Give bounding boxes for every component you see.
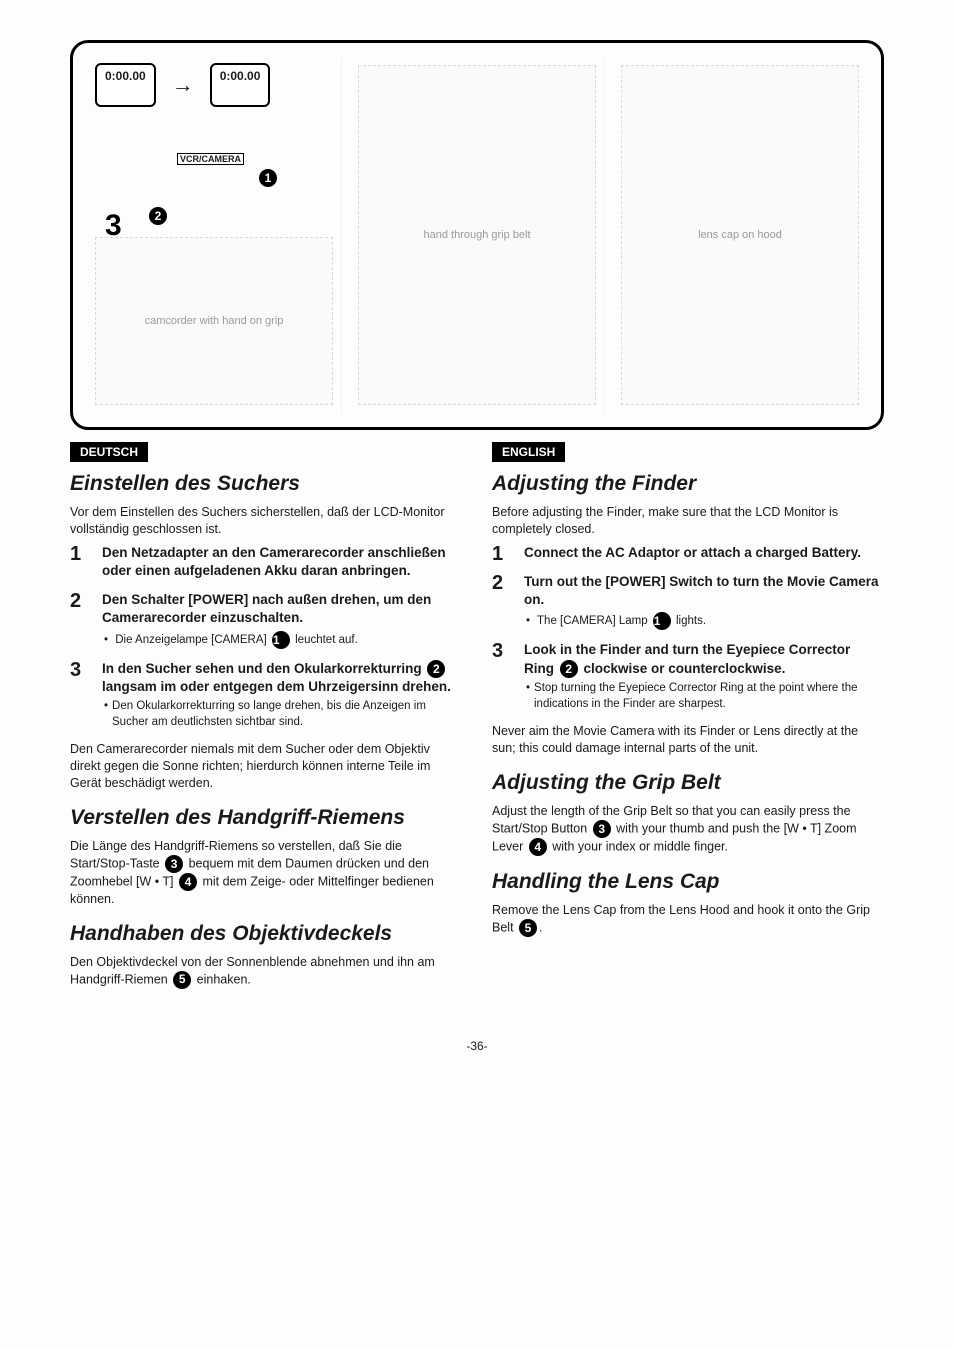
de-sec1-note: Den Camerarecorder niemals mit dem Suche… bbox=[70, 741, 462, 792]
de-sec3-b: einhaken. bbox=[193, 972, 251, 986]
de-step2-sub: Die Anzeigelampe [CAMERA] 1 leuchtet auf… bbox=[102, 631, 462, 649]
step-number: 2 bbox=[492, 573, 512, 633]
de-sec2-title: Verstellen des Handgriff-Riemens bbox=[70, 806, 462, 830]
step-number: 1 bbox=[70, 544, 90, 583]
inline-callout-3-icon: 3 bbox=[593, 820, 611, 838]
step-number: 3 bbox=[70, 660, 90, 734]
de-sec3-a: Den Objektivdeckel von der Sonnenblende … bbox=[70, 955, 435, 986]
step-number: 2 bbox=[70, 591, 90, 651]
de-step-2: 2 Den Schalter [POWER] nach außen drehen… bbox=[70, 591, 462, 651]
de-sec1-intro: Vor dem Einstellen des Suchers sicherste… bbox=[70, 504, 462, 538]
panel-1: 0:00.00 → 0:00.00 VCR/CAMERA 1 2 3 1 2 c… bbox=[87, 57, 342, 413]
lcd-right: 0:00.00 bbox=[210, 63, 271, 107]
en-step2-sub: The [CAMERA] Lamp 1 lights. bbox=[524, 612, 884, 630]
de-step3-sub: Den Okularkorrekturring so lange drehen,… bbox=[102, 699, 462, 730]
en-step3-sub: Stop turning the Eyepiece Corrector Ring… bbox=[524, 681, 884, 712]
panel-2: 4 3 hand through grip belt bbox=[350, 57, 605, 413]
de-sec3-title: Handhaben des Objektivdeckels bbox=[70, 922, 462, 946]
en-sec2-para: Adjust the length of the Grip Belt so th… bbox=[492, 803, 884, 856]
illustration-3: lens cap on hood bbox=[621, 65, 859, 405]
lang-badge-en: ENGLISH bbox=[492, 442, 565, 462]
en-sec2-title: Adjusting the Grip Belt bbox=[492, 771, 884, 795]
arrow-right-icon: → bbox=[172, 72, 194, 98]
inline-callout-4-icon: 4 bbox=[179, 873, 197, 891]
en-step-3: 3 Look in the Finder and turn the Eyepie… bbox=[492, 641, 884, 715]
en-step2-sub-a: The [CAMERA] Lamp bbox=[537, 615, 651, 627]
lang-badge-de: DEUTSCH bbox=[70, 442, 148, 462]
de-step-1: 1 Den Netzadapter an den Camerarecorder … bbox=[70, 544, 462, 583]
en-sec3-b: . bbox=[539, 920, 542, 934]
inline-callout-5-icon: 5 bbox=[519, 919, 537, 937]
de-sec1-title: Einstellen des Suchers bbox=[70, 472, 462, 496]
en-step-2: 2 Turn out the [POWER] Switch to turn th… bbox=[492, 573, 884, 633]
en-steps: 1 Connect the AC Adaptor or attach a cha… bbox=[492, 544, 884, 715]
callout-1-icon: 1 bbox=[259, 169, 277, 187]
callout-2-icon: 2 bbox=[149, 207, 167, 225]
inline-callout-2-icon: 2 bbox=[427, 660, 445, 678]
en-sec3-a: Remove the Lens Cap from the Lens Hood a… bbox=[492, 903, 870, 934]
panel-3: 5 lens cap on hood bbox=[613, 57, 867, 413]
en-sec3-title: Handling the Lens Cap bbox=[492, 870, 884, 894]
de-steps: 1 Den Netzadapter an den Camerarecorder … bbox=[70, 544, 462, 734]
de-step3-a: In den Sucher sehen und den Okularkorrek… bbox=[102, 661, 425, 676]
de-step-3: 3 In den Sucher sehen und den Okularkorr… bbox=[70, 660, 462, 734]
inline-callout-5-icon: 5 bbox=[173, 971, 191, 989]
lcd-left: 0:00.00 bbox=[95, 63, 156, 107]
diagram-box: 0:00.00 → 0:00.00 VCR/CAMERA 1 2 3 1 2 c… bbox=[70, 40, 884, 430]
en-step3-text: Look in the Finder and turn the Eyepiece… bbox=[524, 641, 884, 678]
en-step2-sub-b: lights. bbox=[673, 615, 706, 627]
de-step3-text: In den Sucher sehen und den Okularkorrek… bbox=[102, 660, 462, 697]
two-column-layout: DEUTSCH Einstellen des Suchers Vor dem E… bbox=[70, 442, 884, 995]
de-sec2-para: Die Länge des Handgriff-Riemens so verst… bbox=[70, 838, 462, 908]
de-step2-text: Den Schalter [POWER] nach außen drehen, … bbox=[102, 591, 462, 627]
en-sec1-intro: Before adjusting the Finder, make sure t… bbox=[492, 504, 884, 538]
de-step2-sub-a: Die Anzeigelampe [CAMERA] bbox=[115, 634, 270, 646]
inline-callout-3-icon: 3 bbox=[165, 855, 183, 873]
inline-callout-1-icon: 1 bbox=[272, 631, 290, 649]
de-step1-text: Den Netzadapter an den Camerarecorder an… bbox=[102, 544, 462, 580]
inline-callout-2-icon: 2 bbox=[560, 660, 578, 678]
illustration-2: hand through grip belt bbox=[358, 65, 596, 405]
en-step3-b: clockwise or counterclockwise. bbox=[580, 661, 786, 676]
de-step3-b: langsam im oder entgegen dem Uhrzeigersi… bbox=[102, 679, 451, 694]
illustration-1: camcorder with hand on grip bbox=[95, 237, 333, 405]
en-step-1: 1 Connect the AC Adaptor or attach a cha… bbox=[492, 544, 884, 565]
step-number: 3 bbox=[492, 641, 512, 715]
de-step2-sub-b: leuchtet auf. bbox=[292, 634, 358, 646]
lcd-group: 0:00.00 → 0:00.00 bbox=[95, 63, 270, 107]
de-sec3-para: Den Objektivdeckel von der Sonnenblende … bbox=[70, 954, 462, 989]
inline-callout-1-icon: 1 bbox=[653, 612, 671, 630]
diagram-panels: 0:00.00 → 0:00.00 VCR/CAMERA 1 2 3 1 2 c… bbox=[87, 57, 867, 413]
en-step1-text: Connect the AC Adaptor or attach a charg… bbox=[524, 544, 884, 562]
page-number: -36- bbox=[70, 1039, 884, 1053]
en-sec1-title: Adjusting the Finder bbox=[492, 472, 884, 496]
inline-callout-4-icon: 4 bbox=[529, 838, 547, 856]
column-deutsch: DEUTSCH Einstellen des Suchers Vor dem E… bbox=[70, 442, 462, 995]
en-step2-text: Turn out the [POWER] Switch to turn the … bbox=[524, 573, 884, 609]
column-english: ENGLISH Adjusting the Finder Before adju… bbox=[492, 442, 884, 995]
vcr-camera-label: VCR/CAMERA bbox=[177, 153, 244, 165]
en-sec3-para: Remove the Lens Cap from the Lens Hood a… bbox=[492, 902, 884, 937]
en-sec1-note: Never aim the Movie Camera with its Find… bbox=[492, 723, 884, 757]
step-number: 1 bbox=[492, 544, 512, 565]
en-sec2-c: with your index or middle finger. bbox=[549, 839, 728, 853]
